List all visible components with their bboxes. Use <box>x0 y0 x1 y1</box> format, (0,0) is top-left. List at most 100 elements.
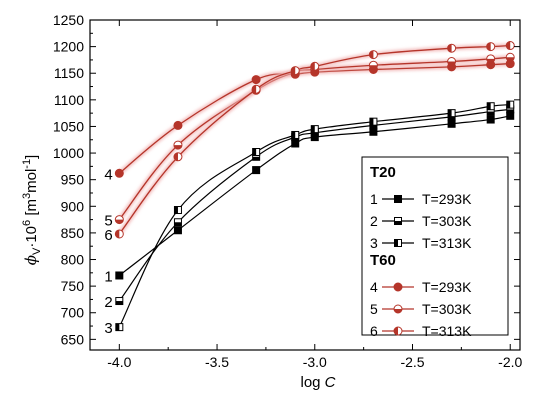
y-axis-title-symbol: ϕ <box>22 255 40 265</box>
series-3-point-7-fill <box>487 102 491 110</box>
series-6-point-5-fill <box>369 50 374 59</box>
series-2-point-2-fill <box>252 156 260 161</box>
legend-marker-5 <box>393 304 403 314</box>
legend-name-5: T=303K <box>422 301 472 317</box>
series-4-point-1-fill <box>173 121 182 130</box>
y-axis-title-factor: ·10 <box>23 226 40 248</box>
legend-marker-4 <box>393 282 403 292</box>
x-tick-label-0: -4.0 <box>107 354 131 370</box>
series-2-point-5-fill <box>369 125 377 129</box>
series-4-point-2 <box>251 75 261 85</box>
series-1-point-5-fill <box>369 128 377 136</box>
legend-name-2: T=303K <box>422 213 472 229</box>
series-1-point-2-fill <box>252 166 260 174</box>
series-6-point-3 <box>290 66 300 76</box>
legend: T20 1 T=293K 2 T=303K 3 T=313K T60 4 T=293K 5 T=303… <box>361 156 509 339</box>
curve-label-6: 6 <box>104 227 112 244</box>
plot-frame <box>89 19 521 351</box>
legend-marker-3 <box>394 239 402 247</box>
series-3-point-5 <box>369 117 378 126</box>
series-2-point-1 <box>173 218 182 227</box>
legend-marker-3-fill <box>394 239 398 247</box>
y-tick-label-10: 1150 <box>54 65 84 81</box>
series-2-point-0 <box>115 297 124 306</box>
curve-labels-layer: 1 2 3 4 56 <box>104 166 112 337</box>
y-axis-title-unit-open: [m <box>23 199 40 220</box>
series-3-point-4-fill <box>311 125 315 133</box>
series-6-point-7-fill <box>486 42 491 51</box>
y-axis-title-unit-exp-1: -1 <box>21 159 33 169</box>
series-1-point-6-fill <box>448 120 456 128</box>
legend-id-3: 3 <box>370 235 378 251</box>
series-6-point-3-fill <box>291 66 296 75</box>
legend-name-4: T=293K <box>422 279 472 295</box>
x-tick-label-1: -3.5 <box>205 354 229 370</box>
curve-label-3: 3 <box>104 320 112 337</box>
legend-group-T20: T20 <box>370 164 396 181</box>
series-5-point-8 <box>505 52 515 62</box>
y-tick-label-9: 1100 <box>54 92 84 108</box>
series-4-point-1 <box>173 120 183 130</box>
series-2-point-4-fill <box>311 132 319 137</box>
curve-label-2: 2 <box>104 294 112 311</box>
series-6-point-8-fill <box>506 41 511 50</box>
y-tick-label-8: 1050 <box>53 118 84 134</box>
series-5-point-7-fill <box>486 58 495 63</box>
series-6-point-6 <box>447 43 457 53</box>
series-2-point-7-fill <box>487 111 495 116</box>
series-1-point-0 <box>115 271 124 280</box>
series-6-point-4-fill <box>310 62 315 71</box>
series-3-point-0 <box>115 323 124 332</box>
curve-label-4: 4 <box>104 166 112 183</box>
series-3-point-3-fill <box>291 131 296 139</box>
legend-marker-4-fill <box>394 283 402 291</box>
series-5-point-0 <box>114 215 124 225</box>
legend-marker-5-fill <box>394 309 402 313</box>
legend-id-2: 2 <box>370 213 378 229</box>
series-1-point-6 <box>447 119 456 128</box>
legend-id-5: 5 <box>370 301 378 317</box>
series-3-point-2-fill <box>252 148 257 156</box>
y-tick-label-4: 850 <box>61 225 85 241</box>
series-3-point-8 <box>506 100 515 109</box>
series-4-point-2-fill <box>252 75 261 84</box>
series-2-point-8-fill <box>506 109 514 113</box>
legend-id-4: 4 <box>370 279 378 295</box>
series-1-point-2 <box>252 166 261 175</box>
series-1-point-7-fill <box>487 116 495 124</box>
y-tick-label-11: 1200 <box>53 39 84 55</box>
series-6-point-6-fill <box>447 44 452 53</box>
legend-group-T60: T60 <box>370 252 396 269</box>
series-5-point-1 <box>173 140 183 150</box>
x-axis-title-prefix: log <box>300 374 324 391</box>
series-5-point-4-fill <box>310 69 319 74</box>
axes-layer: 650 700 750 800 850 900 950 1000 1050 1100 1150 120… <box>53 12 523 370</box>
x-axis-title: log C <box>300 374 335 391</box>
series-6-line <box>118 44 511 235</box>
x-tick-label-3: -2.5 <box>400 354 424 370</box>
series-6-point-7 <box>486 42 496 52</box>
series-3-point-6-fill <box>448 109 452 117</box>
series-5-point-1-fill <box>173 145 182 150</box>
series-5-point-8-fill <box>506 57 515 62</box>
series-2-point-6-fill <box>448 116 456 121</box>
series-5-point-0-fill <box>115 219 124 224</box>
y-tick-label-1: 700 <box>61 305 85 321</box>
series-4-point-8-fill <box>506 59 515 68</box>
y-tick-label-12: 1250 <box>53 12 84 28</box>
x-axis-title-variable: C <box>325 374 336 391</box>
legend-marker-1 <box>394 195 402 203</box>
series-6-point-0-fill <box>115 229 120 238</box>
series-4-point-0-fill <box>115 169 124 178</box>
legend-name-3: T=313K <box>422 235 472 251</box>
series-1-point-4-fill <box>311 133 319 141</box>
series-2-point-1-fill <box>174 222 182 226</box>
series-3-point-6 <box>447 109 456 118</box>
series-5-point-7 <box>486 54 496 64</box>
y-axis-title-unit-exp3: 3 <box>21 193 33 199</box>
series-6-point-0 <box>114 229 124 239</box>
legend-id-1: 1 <box>370 191 378 207</box>
series-1-point-3-fill <box>291 139 299 147</box>
series-1-point-0-fill <box>115 271 123 279</box>
